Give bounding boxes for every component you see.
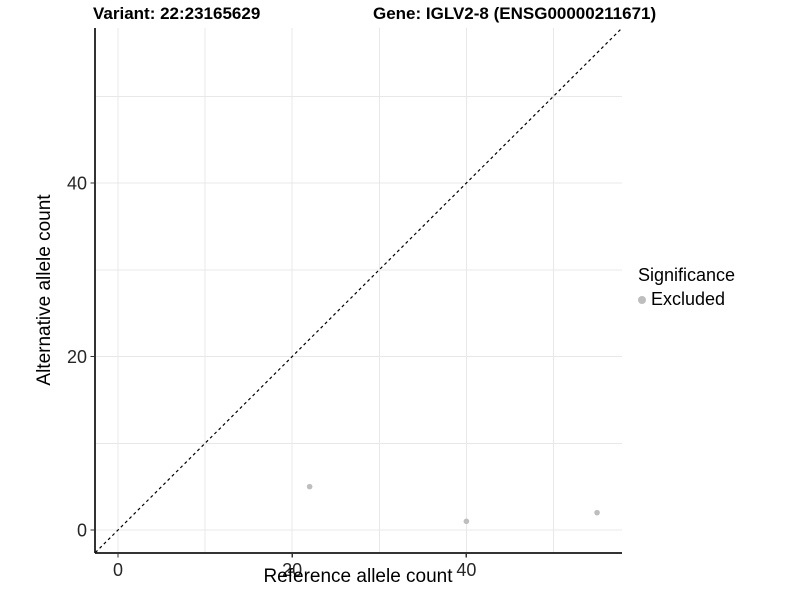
x-tick-label: 40 — [456, 560, 476, 580]
legend-item-label: Excluded — [651, 289, 726, 309]
y-tick-label: 40 — [67, 174, 87, 194]
legend-item: Excluded — [638, 289, 735, 310]
variant-title: Variant: 22:23165629 — [93, 4, 261, 23]
data-point — [594, 509, 600, 516]
legend-title: Significance — [638, 265, 736, 285]
x-tick-label: 20 — [282, 560, 302, 580]
data-point — [306, 483, 313, 490]
y-tick-label: 20 — [67, 347, 87, 367]
data-point — [463, 518, 470, 525]
identity-dashed-line — [94, 27, 623, 553]
legend-point-icon — [638, 295, 646, 304]
gene-title: Gene: IGLV2-8 (ENSG00000211671) — [373, 4, 657, 23]
y-axis-label: Alternative allele count — [34, 194, 55, 386]
x-axis-label: Reference allele count — [263, 566, 453, 587]
x-tick-label: 0 — [113, 560, 123, 580]
y-tick-label: 0 — [77, 521, 87, 541]
legend: Significance Excluded — [638, 265, 735, 310]
